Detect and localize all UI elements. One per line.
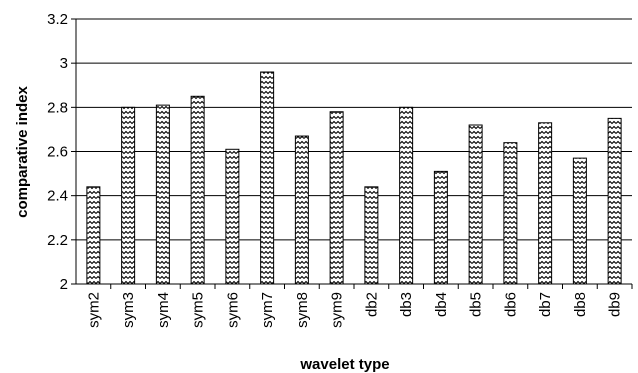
bar-sym6 xyxy=(225,148,240,285)
bar-sym5 xyxy=(190,95,205,285)
x-tick-label-db7: db7 xyxy=(537,292,554,317)
x-tick-label-sym6: sym6 xyxy=(224,292,241,328)
y-tick-label: 2.2 xyxy=(47,232,68,249)
bar-sym2 xyxy=(86,186,101,285)
bar-sym7 xyxy=(260,71,275,285)
x-tick-label-sym4: sym4 xyxy=(155,292,172,328)
bars xyxy=(86,71,622,285)
bar-db8 xyxy=(572,157,587,285)
y-axis-title: comparative index xyxy=(14,85,31,217)
x-tick-label-sym3: sym3 xyxy=(120,292,137,328)
bar-db6 xyxy=(503,142,518,285)
bar-sym4 xyxy=(155,104,170,285)
y-tick-label: 2.8 xyxy=(47,99,68,116)
bar-db2 xyxy=(364,186,379,285)
x-tick-label-db3: db3 xyxy=(398,292,415,317)
x-tick-label-sym2: sym2 xyxy=(85,292,102,328)
bar-db7 xyxy=(538,122,553,285)
bar-sym8 xyxy=(294,135,309,285)
x-tick-label-db6: db6 xyxy=(502,292,519,317)
x-tick-label-sym8: sym8 xyxy=(294,292,311,328)
bar-sym3 xyxy=(121,106,136,285)
bar-sym9 xyxy=(329,111,344,285)
y-tick-label: 3.2 xyxy=(47,11,68,28)
bar-db3 xyxy=(399,106,414,285)
x-axis-title: wavelet type xyxy=(299,356,389,373)
y-tick-label: 2.6 xyxy=(47,144,68,161)
x-tick-label-sym9: sym9 xyxy=(329,292,346,328)
x-tick-labels: sym2 sym3 sym4 sym5 sym6 sym7 sym8 sym9 db2 db3 db… xyxy=(85,284,633,328)
x-tick-label-db4: db4 xyxy=(433,292,450,317)
y-tick-labels: 2 2.2 2.4 2.6 2.8 3 3.2 xyxy=(47,11,68,293)
y-tick-label: 3 xyxy=(60,55,68,72)
bar-db5 xyxy=(468,124,483,285)
y-tick-label: 2 xyxy=(60,276,68,293)
x-tick-label-db5: db5 xyxy=(468,292,485,317)
x-tick-label-db8: db8 xyxy=(572,292,589,317)
x-tick-label-db2: db2 xyxy=(363,292,380,317)
bar-db4 xyxy=(433,170,448,285)
x-tick-label-sym5: sym5 xyxy=(190,292,207,328)
x-tick-label-db9: db9 xyxy=(607,292,624,317)
x-tick-label-sym7: sym7 xyxy=(259,292,276,328)
y-tick-label: 2.4 xyxy=(47,188,68,205)
bar-db9 xyxy=(607,117,622,285)
